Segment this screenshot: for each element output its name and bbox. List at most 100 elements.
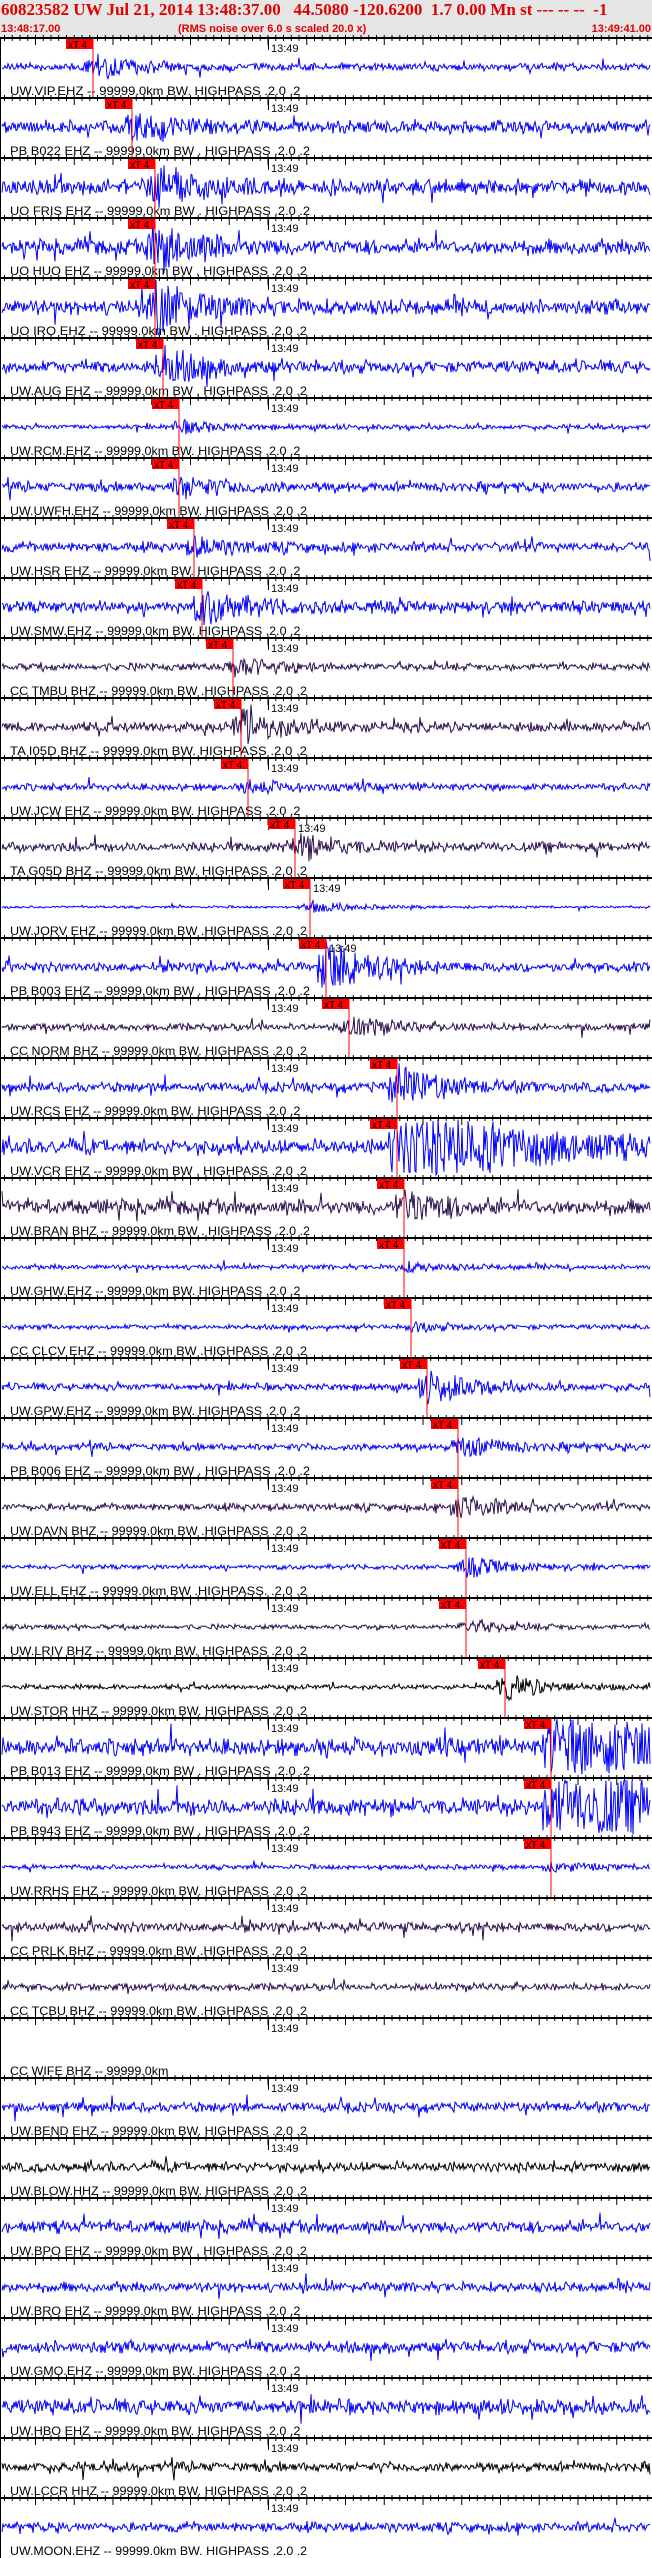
pick-flag[interactable] [152, 459, 179, 469]
pick-flag[interactable] [299, 939, 326, 949]
station-label: PB B022 EHZ -- 99999.0km BW . HIGHPASS .… [10, 144, 310, 158]
trace-panel: 13:49 CC PRLK BHZ -- 99999.0km BW .HIGHPA… [0, 1895, 652, 1958]
pick-flag[interactable] [105, 99, 132, 109]
pick-label: xT 4 [208, 640, 228, 651]
minute-label: 13:49 [271, 1423, 299, 1435]
minute-label: 13:49 [298, 823, 326, 835]
pick-flag[interactable] [152, 399, 179, 409]
station-label: CC TCBU BHZ -- 99999.0km BW .HIGHPASS .2… [10, 2004, 307, 2018]
event-title: 60823582 UW Jul 21, 2014 13:48:37.00 44.… [1, 0, 608, 19]
trace-panel: 13:49 UW.VIP.EHZ -- 99999.0km BW. HIGHPAS… [0, 35, 652, 98]
waveform [1, 418, 651, 435]
end-time: 13:49:41.00 [591, 23, 651, 35]
pick-flag[interactable] [384, 1299, 411, 1309]
trace-panel: 13:49 TA I05D BHZ -- 99999.0km BW. HIGHPA… [0, 695, 652, 758]
pick-flag[interactable] [400, 1359, 427, 1369]
minute-label: 13:49 [271, 1243, 299, 1255]
trace-panel: 13:49 UO FRIS EHZ -- 99999.0km BW . HIGHP… [0, 155, 652, 218]
pick-flag[interactable] [370, 1059, 397, 1069]
station-label: UW.BRAN BHZ -- 99999.0km BW . HIGHPASS .… [10, 1224, 310, 1238]
waveform [1, 1016, 651, 1038]
pick-flag[interactable] [206, 639, 233, 649]
minute-label: 13:49 [271, 1123, 299, 1135]
minute-label: 13:49 [271, 583, 299, 595]
waveform [1, 1860, 651, 1873]
pick-flag[interactable] [283, 879, 310, 889]
minute-label: 13:49 [271, 763, 299, 775]
pick-label: xT 4 [223, 760, 243, 771]
pick-label: xT 4 [402, 1360, 422, 1371]
trace-panel: 13:49 UW.ELL EHZ -- 99999.0km BW .HIGHPAS… [0, 1535, 652, 1598]
trace-panel: 13:49 UW.UWFH.EHZ -- 99999.0km BW. HIGHPA… [0, 455, 652, 518]
trace-panel: 13:49 UW.BRO EHZ -- 99999.0km BW. HIGHPAS… [0, 2255, 652, 2318]
pick-flag[interactable] [439, 1539, 466, 1549]
pick-flag[interactable] [167, 519, 194, 529]
pick-flag[interactable] [128, 219, 155, 229]
trace-panel: 13:49 UW.BLOW.HHZ -- 99999.0km BW. HIGHPA… [0, 2135, 652, 2198]
trace-panel: 13:49 UW.RCS EHZ -- 99999.0km BW. HIGHPAS… [0, 1055, 652, 1118]
pick-flag[interactable] [136, 339, 163, 349]
start-time: 13:48:17.00 [1, 23, 61, 35]
pick-flag[interactable] [524, 1839, 551, 1849]
trace-panel: 13:49 PB B022 EHZ -- 99999.0km BW . HIGHP… [0, 95, 652, 158]
pick-flag[interactable] [439, 1599, 466, 1609]
minute-label: 13:49 [271, 703, 299, 715]
minute-label: 13:49 [271, 523, 299, 535]
station-label: CC PRLK BHZ -- 99999.0km BW .HIGHPASS .2… [10, 1944, 307, 1958]
pick-flag[interactable] [268, 819, 295, 829]
pick-label: xT 4 [154, 400, 174, 411]
pick-label: xT 4 [379, 1240, 399, 1251]
station-label: UW.BEND EHZ -- 99999.0km BW. HIGHPASS .2… [10, 2124, 307, 2138]
waveform [1, 2338, 651, 2362]
trace-panel: 13:49 UW.BEND EHZ -- 99999.0km BW. HIGHPA… [0, 2075, 652, 2138]
waveform [2, 476, 651, 501]
pick-flag[interactable] [214, 699, 241, 709]
waveform [1, 219, 651, 274]
waveform [1, 2273, 651, 2299]
waveform [1, 1978, 651, 1995]
pick-flag[interactable] [478, 1659, 505, 1669]
pick-flag[interactable] [66, 39, 93, 49]
pick-label: xT 4 [526, 1840, 546, 1851]
station-label: UW.DAVN BHZ -- 99999.0km BW .HIGHPASS .2… [10, 1524, 307, 1538]
trace-panel: 13:49 UW.MOON.EHZ -- 99999.0km BW. HIGHPA… [0, 2495, 652, 2558]
minute-label: 13:49 [271, 1723, 299, 1735]
pick-flag[interactable] [377, 1179, 404, 1189]
station-label: TA I05D BHZ -- 99999.0km BW. HIGHPASS .2… [10, 744, 307, 758]
trace-panel: 13:49 UW.AUG EHZ -- 99999.0km BW . HIGHPA… [0, 335, 652, 398]
minute-label: 13:49 [271, 343, 299, 355]
trace-panel: 13:49 PB B006 EHZ -- 99999.0km BW . HIGHP… [0, 1415, 652, 1478]
pick-label: xT 4 [441, 1600, 461, 1611]
pick-label: xT 4 [270, 820, 290, 831]
station-label: UW.GHW.EHZ -- 99999.0km BW. HIGHPASS .2.… [10, 1284, 301, 1298]
pick-flag[interactable] [322, 999, 349, 1009]
waveform [1, 1119, 651, 1177]
minute-label: 13:49 [271, 463, 299, 475]
pick-flag[interactable] [431, 1479, 458, 1489]
trace-panel: 13:49 UW.DAVN BHZ -- 99999.0km BW .HIGHPA… [0, 1475, 652, 1538]
trace-panel: 13:49 CC WIFE BHZ -- 99999.0km [0, 2015, 652, 2078]
pick-flag[interactable] [128, 159, 155, 169]
waveform [1, 2094, 651, 2122]
pick-flag[interactable] [431, 1419, 458, 1429]
pick-flag[interactable] [221, 759, 248, 769]
station-label: PB B003 EHZ -- 99999.0km BW . HIGHPASS .… [10, 984, 310, 998]
station-label: UO IRO EHZ -- 99999.0km BW . HIGHPASS .2… [10, 324, 307, 338]
station-label: UW.MOON.EHZ -- 99999.0km BW. HIGHPASS .2… [10, 2544, 307, 2558]
trace-panel: 13:49 UW.HSR EHZ -- 99999.0km BW. HIGHPAS… [0, 515, 652, 578]
pick-label: xT 4 [216, 700, 236, 711]
minute-label: 13:49 [313, 883, 341, 895]
pick-flag[interactable] [128, 279, 155, 289]
pick-flag[interactable] [524, 1719, 551, 1729]
pick-flag[interactable] [175, 579, 202, 589]
station-label: CC TMBU BHZ -- 99999.0km BW .HIGHPASS .2… [10, 684, 307, 698]
pick-flag[interactable] [370, 1119, 397, 1129]
station-label: PB B943 EHZ -- 99999.0km BW . HIGHPASS .… [10, 1824, 310, 1838]
station-label: CC CLCV EHZ -- 99999.0km BW .HIGHPASS .2… [10, 1344, 307, 1358]
pick-label: xT 4 [526, 1780, 546, 1791]
pick-flag[interactable] [377, 1239, 404, 1249]
station-label: UW.UWFH.EHZ -- 99999.0km BW. HIGHPASS .2… [10, 504, 307, 518]
pick-flag[interactable] [524, 1779, 551, 1789]
trace-panel: 13:49 CC CLCV EHZ -- 99999.0km BW .HIGHPA… [0, 1295, 652, 1358]
